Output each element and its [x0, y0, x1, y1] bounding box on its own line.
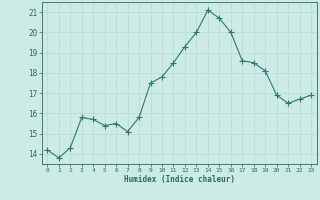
- X-axis label: Humidex (Indice chaleur): Humidex (Indice chaleur): [124, 175, 235, 184]
